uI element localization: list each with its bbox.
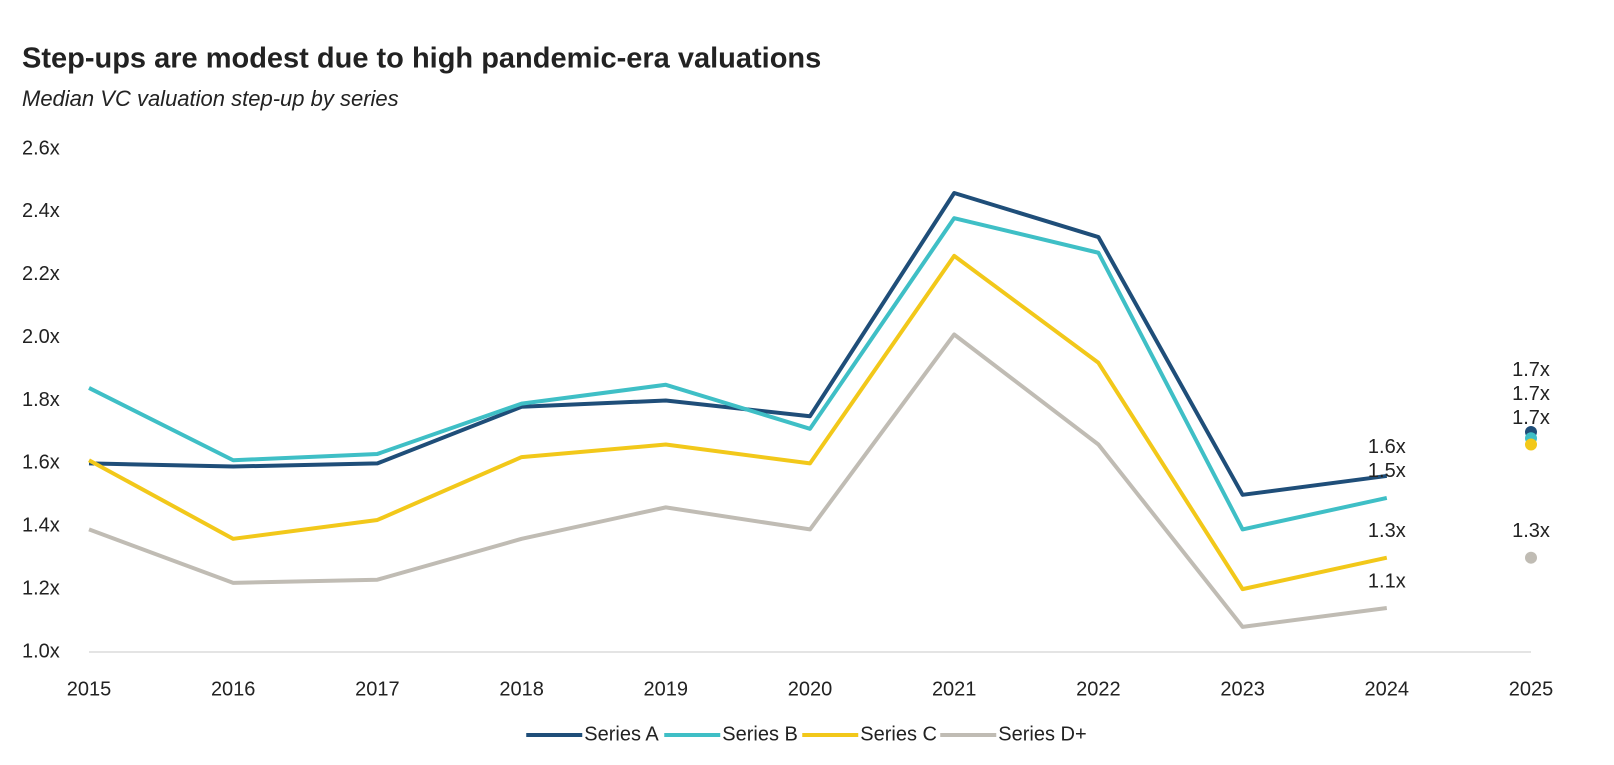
series-line bbox=[88, 216, 1388, 532]
x-tick-label: 2024 bbox=[1365, 678, 1410, 700]
x-tick-label: 2017 bbox=[355, 678, 400, 700]
series-point bbox=[1525, 551, 1537, 564]
y-tick-label: 1.2x bbox=[22, 577, 60, 599]
x-tick-label: 2020 bbox=[788, 678, 833, 700]
x-tick-label: 2018 bbox=[499, 678, 544, 700]
y-tick-label: 1.0x bbox=[22, 640, 60, 662]
y-tick-label: 1.4x bbox=[22, 515, 60, 537]
value-label: 1.1x bbox=[1368, 570, 1406, 592]
y-tick-label: 2.6x bbox=[22, 137, 60, 159]
y-tick-label: 2.4x bbox=[22, 200, 60, 222]
x-tick-label: 2019 bbox=[644, 678, 689, 700]
x-tick-label: 2016 bbox=[211, 678, 256, 700]
legend-label: Series B bbox=[722, 723, 798, 745]
chart-subtitle: Median VC valuation step-up by series bbox=[22, 86, 399, 111]
series-line bbox=[88, 253, 1388, 592]
series-line bbox=[88, 191, 1388, 497]
legend-label: Series D+ bbox=[998, 723, 1086, 745]
value-label: 1.7x bbox=[1512, 383, 1550, 405]
legend-label: Series A bbox=[584, 723, 659, 745]
value-label: 1.7x bbox=[1512, 407, 1550, 429]
x-tick-label: 2023 bbox=[1220, 678, 1265, 700]
value-label: 1.6x bbox=[1368, 436, 1406, 458]
y-tick-label: 1.6x bbox=[22, 452, 60, 474]
x-tick-label: 2022 bbox=[1076, 678, 1121, 700]
series-line bbox=[88, 332, 1388, 629]
y-tick-label: 2.0x bbox=[22, 326, 60, 348]
y-tick-label: 1.8x bbox=[22, 389, 60, 411]
value-label: 1.3x bbox=[1368, 520, 1406, 542]
x-tick-label: 2015 bbox=[67, 678, 112, 700]
series-point bbox=[1525, 438, 1537, 451]
value-label: 1.3x bbox=[1512, 520, 1550, 542]
value-label: 1.7x bbox=[1512, 359, 1550, 381]
chart-title: Step-ups are modest due to high pandemic… bbox=[22, 43, 821, 75]
x-tick-label: 2021 bbox=[932, 678, 977, 700]
value-label: 1.5x bbox=[1368, 460, 1406, 482]
y-tick-label: 2.2x bbox=[22, 263, 60, 285]
legend-label: Series C bbox=[860, 723, 937, 745]
x-tick-label: 2025 bbox=[1509, 678, 1554, 700]
